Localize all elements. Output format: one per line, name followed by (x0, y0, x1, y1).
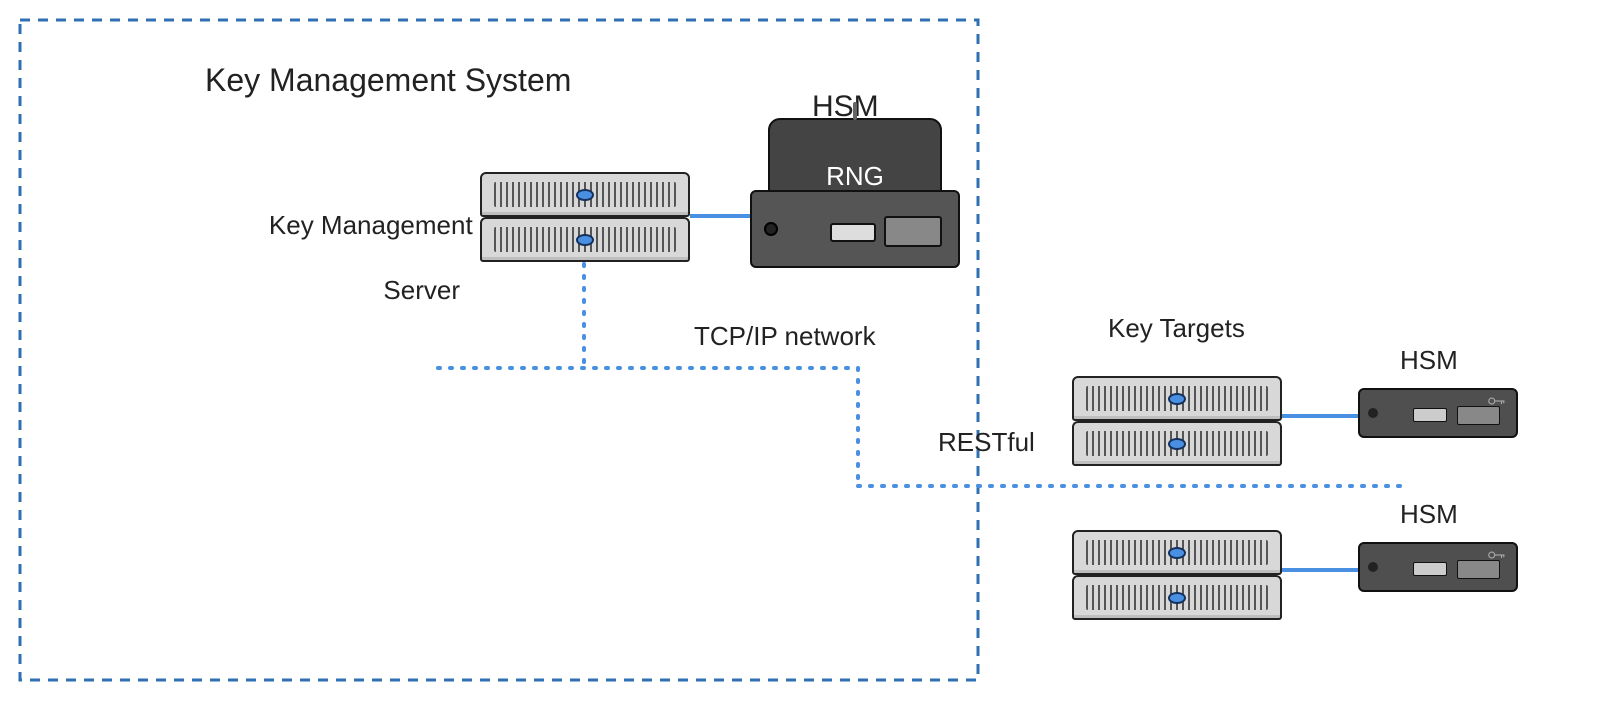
hsm-small-1-label: HSM (1400, 344, 1458, 377)
key-target-2-node (1072, 530, 1282, 620)
restful-label: RESTful (938, 426, 1035, 459)
tcpip-label: TCP/IP network (694, 320, 876, 353)
hsm-device-icon (750, 190, 960, 268)
server-icon (1072, 575, 1282, 620)
server-icon (480, 217, 690, 262)
hsm-main-node: RNG (750, 118, 960, 268)
kms-server-label: Key Management Server (240, 176, 460, 339)
server-icon (1072, 421, 1282, 466)
key-icon (1488, 396, 1506, 406)
hsm-small-1-node (1358, 388, 1518, 438)
hsm-device-icon: RNG (768, 118, 942, 201)
hsm-small-2-node (1358, 542, 1518, 592)
key-icon (1488, 550, 1506, 560)
server-icon (1072, 530, 1282, 575)
key-targets-label: Key Targets (1108, 312, 1245, 345)
server-icon (480, 172, 690, 217)
kms-server-node (480, 172, 690, 262)
kms-server-label-line2: Server (383, 275, 460, 305)
diagram-canvas: Key Management System Key Management Ser… (0, 0, 1600, 708)
kms-server-label-line1: Key Management (269, 210, 473, 240)
connections-layer (0, 0, 1600, 708)
key-target-1-node (1072, 376, 1282, 466)
server-icon (1072, 376, 1282, 421)
hsm-rng-label: RNG (770, 161, 940, 192)
hsm-small-2-label: HSM (1400, 498, 1458, 531)
boundary-title: Key Management System (205, 60, 571, 100)
